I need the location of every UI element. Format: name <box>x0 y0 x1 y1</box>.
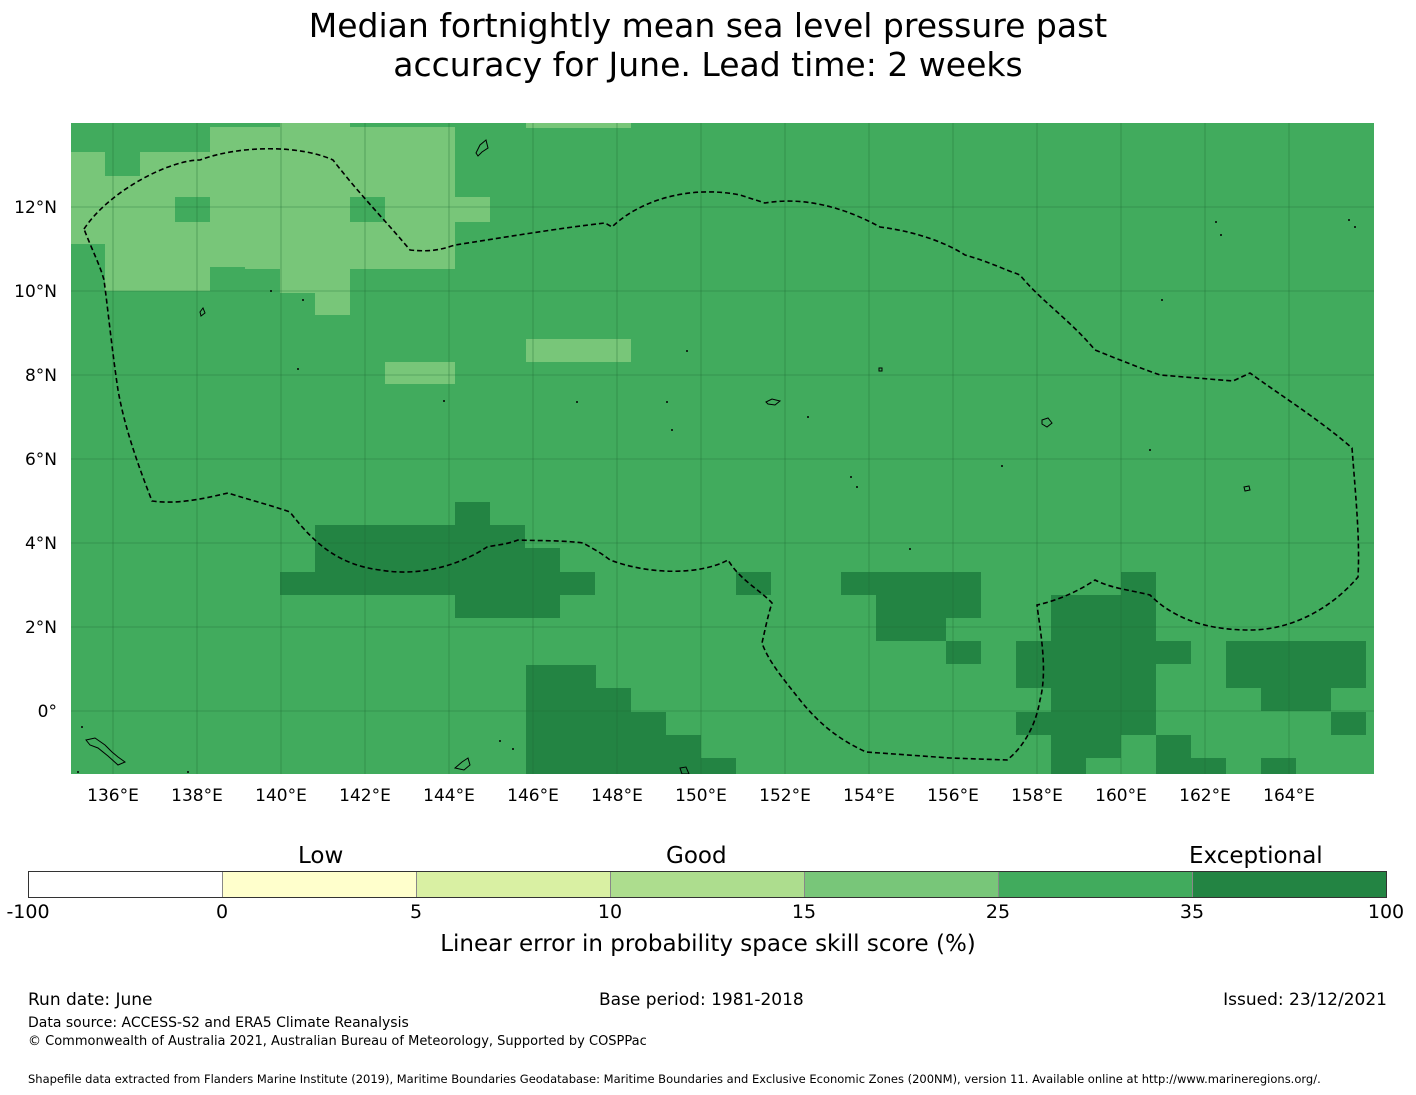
small-islets <box>77 219 1356 773</box>
latitude-labels: 12°N 10°N 8°N 6°N 4°N 2°N 0° <box>14 198 57 722</box>
colorbar-segment <box>805 872 999 897</box>
colorbar-segment <box>1193 872 1386 897</box>
colorbar-tick: 0 <box>215 901 229 923</box>
lon-label: 156°E <box>927 786 979 806</box>
lon-label: 152°E <box>759 786 811 806</box>
lon-label: 142°E <box>339 786 391 806</box>
longitude-labels: 136°E 138°E 140°E 142°E 144°E 146°E 148°… <box>87 786 1315 806</box>
colorbar-segment <box>417 872 611 897</box>
eez-boundary <box>83 147 1360 761</box>
islands <box>85 139 1251 774</box>
run-date: Run date: June <box>28 990 153 1010</box>
title-line-1: Median fortnightly mean sea level pressu… <box>308 6 1108 45</box>
lon-label: 144°E <box>423 786 475 806</box>
lat-label: 10°N <box>14 282 57 302</box>
colorbar-tick: 100 <box>1367 901 1405 923</box>
colorbar-tick: 25 <box>985 901 1011 923</box>
colorbar-tick: 35 <box>1179 901 1205 923</box>
lat-label: 0° <box>38 702 57 722</box>
lon-label: 158°E <box>1011 786 1063 806</box>
exceptional-skill-region <box>280 502 1366 774</box>
title-line-2: accuracy for June. Lead time: 2 weeks <box>393 45 1023 84</box>
lat-label: 8°N <box>25 366 57 386</box>
colorbar-segment <box>29 872 223 897</box>
copyright: © Commonwealth of Australia 2021, Austra… <box>28 1034 647 1049</box>
colorbar-label: Linear error in probability space skill … <box>440 931 976 957</box>
lon-label: 148°E <box>591 786 643 806</box>
chart-title: Median fortnightly mean sea level pressu… <box>0 6 1416 84</box>
issued-date: Issued: 23/12/2021 <box>1223 990 1387 1010</box>
lon-label: 160°E <box>1095 786 1147 806</box>
colorbar-segment <box>611 872 805 897</box>
lon-label: 162°E <box>1179 786 1231 806</box>
skill-map: 136°E 138°E 140°E 142°E 144°E 146°E 148°… <box>14 123 1374 806</box>
lat-label: 4°N <box>25 534 57 554</box>
colorbar <box>28 871 1387 898</box>
colorbar-tick: 5 <box>409 901 423 923</box>
lon-label: 154°E <box>843 786 895 806</box>
colorbar-tick: 15 <box>791 901 817 923</box>
colorbar-segment <box>999 872 1193 897</box>
gridlines <box>71 123 1374 774</box>
lon-label: 146°E <box>507 786 559 806</box>
lat-label: 2°N <box>25 618 57 638</box>
lon-label: 140°E <box>255 786 307 806</box>
lon-label: 138°E <box>171 786 223 806</box>
lat-label: 12°N <box>14 198 57 218</box>
colorbar-segment <box>223 872 417 897</box>
base-period: Base period: 1981-2018 <box>599 990 804 1010</box>
very-high-patches <box>175 123 385 291</box>
lon-label: 150°E <box>675 786 727 806</box>
shapefile-credit: Shapefile data extracted from Flanders M… <box>28 1072 1321 1086</box>
legend-category-low: Low <box>298 843 344 869</box>
data-source: Data source: ACCESS-S2 and ERA5 Climate … <box>28 1015 409 1031</box>
legend-category-exceptional: Exceptional <box>1189 843 1323 869</box>
legend-category-good: Good <box>666 843 727 869</box>
lat-label: 6°N <box>25 450 57 470</box>
colorbar-tick: 10 <box>597 901 623 923</box>
lon-label: 136°E <box>87 786 139 806</box>
colorbar-tick: -100 <box>6 901 50 923</box>
lon-label: 164°E <box>1263 786 1315 806</box>
